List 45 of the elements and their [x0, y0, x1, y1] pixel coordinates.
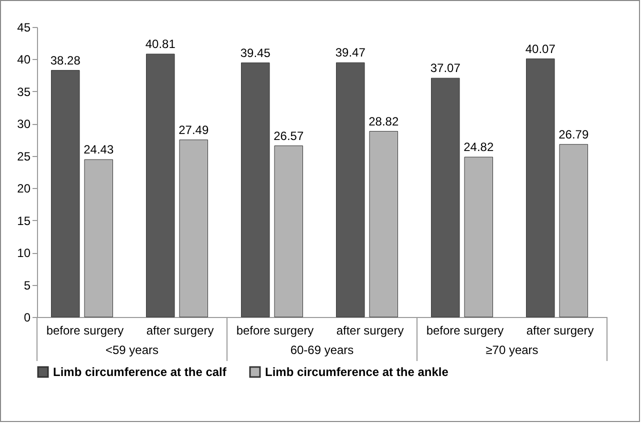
- data-label: 24.43: [84, 142, 114, 157]
- text: ≥70 years: [486, 343, 538, 357]
- data-label: 38.28: [50, 53, 81, 68]
- y-tick-label: 35: [17, 84, 31, 99]
- data-label: 37.07: [430, 61, 461, 76]
- data-label: 26.57: [274, 128, 304, 143]
- bar: [526, 58, 555, 318]
- data-label: 39.47: [335, 46, 366, 60]
- text: <59 years: [105, 343, 159, 357]
- y-tick-label: 20: [17, 182, 31, 196]
- x-tick-label: after surgery: [336, 324, 404, 338]
- x-tick-label: after surgery: [526, 324, 594, 338]
- y-tick-label: 30: [17, 117, 31, 132]
- data-label: 27.49: [178, 122, 209, 137]
- bar: [84, 159, 114, 318]
- bar: [559, 144, 588, 318]
- data-label: 40.81: [145, 37, 176, 51]
- legend-label: Limb circumference at the ankle: [265, 365, 449, 379]
- bar: [274, 146, 304, 318]
- y-tick-label: 40: [17, 52, 31, 67]
- text: 60-69 years: [290, 343, 354, 357]
- x-tick-label: before surgery: [46, 324, 124, 338]
- bar: [241, 62, 270, 318]
- y-tick-label: 25: [17, 149, 31, 164]
- x-tick-label: after surgery: [146, 324, 214, 338]
- legend-label: Limb circumference at the calf: [53, 365, 228, 379]
- bar: [51, 70, 80, 318]
- x-tick-label: before surgery: [426, 324, 504, 338]
- bar: [336, 62, 365, 318]
- bar: [431, 78, 460, 318]
- y-tick-label: 45: [17, 20, 31, 34]
- data-label: 24.82: [464, 140, 494, 154]
- data-label: 39.45: [240, 46, 271, 60]
- data-label: 40.07: [525, 42, 556, 56]
- y-tick-label: 15: [17, 214, 31, 228]
- data-label: 28.82: [368, 114, 399, 128]
- bar: [146, 54, 175, 318]
- data-label: 26.79: [558, 127, 589, 142]
- bar: [179, 140, 208, 318]
- y-tick-label: 5: [24, 278, 31, 292]
- y-tick-label: 10: [17, 246, 31, 260]
- y-tick-label: 0: [24, 310, 31, 324]
- bar: [464, 156, 494, 318]
- bar: [369, 131, 398, 318]
- x-tick-label: before surgery: [236, 324, 314, 338]
